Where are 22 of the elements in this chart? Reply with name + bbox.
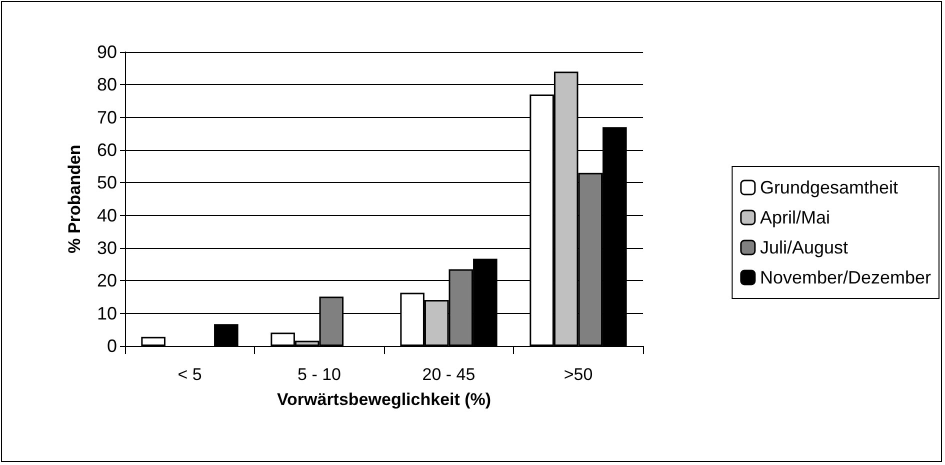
- y-tick-label: 30: [96, 238, 117, 258]
- x-axis-title: Vorwärtsbeweglichkeit (%): [276, 390, 492, 409]
- y-axis-title: % Probanden: [65, 144, 84, 254]
- legend-label: Grundgesamtheit: [760, 178, 898, 198]
- bar: [141, 336, 166, 346]
- y-tick-label: 50: [96, 172, 117, 193]
- y-tick-label: 0: [106, 336, 117, 356]
- y-tick-label: 90: [96, 42, 117, 62]
- y-tick-label: 70: [96, 107, 117, 128]
- y-tick-label: 10: [96, 303, 117, 324]
- x-tick-label: 5 - 10: [298, 365, 341, 384]
- x-tick-label: < 5: [178, 365, 202, 384]
- legend-label: April/Mai: [760, 208, 830, 228]
- legend-label: November/Dezember: [760, 268, 932, 288]
- x-tick-label: >50: [564, 365, 593, 384]
- legend-label: Juli/August: [760, 238, 848, 258]
- y-tick-label: 40: [96, 205, 117, 226]
- y-tick-label: 20: [96, 270, 117, 291]
- y-tick-label: 60: [96, 140, 117, 160]
- x-tick-label: 20 - 45: [422, 365, 476, 384]
- y-tick-label: 80: [96, 74, 117, 95]
- bar: [214, 324, 238, 346]
